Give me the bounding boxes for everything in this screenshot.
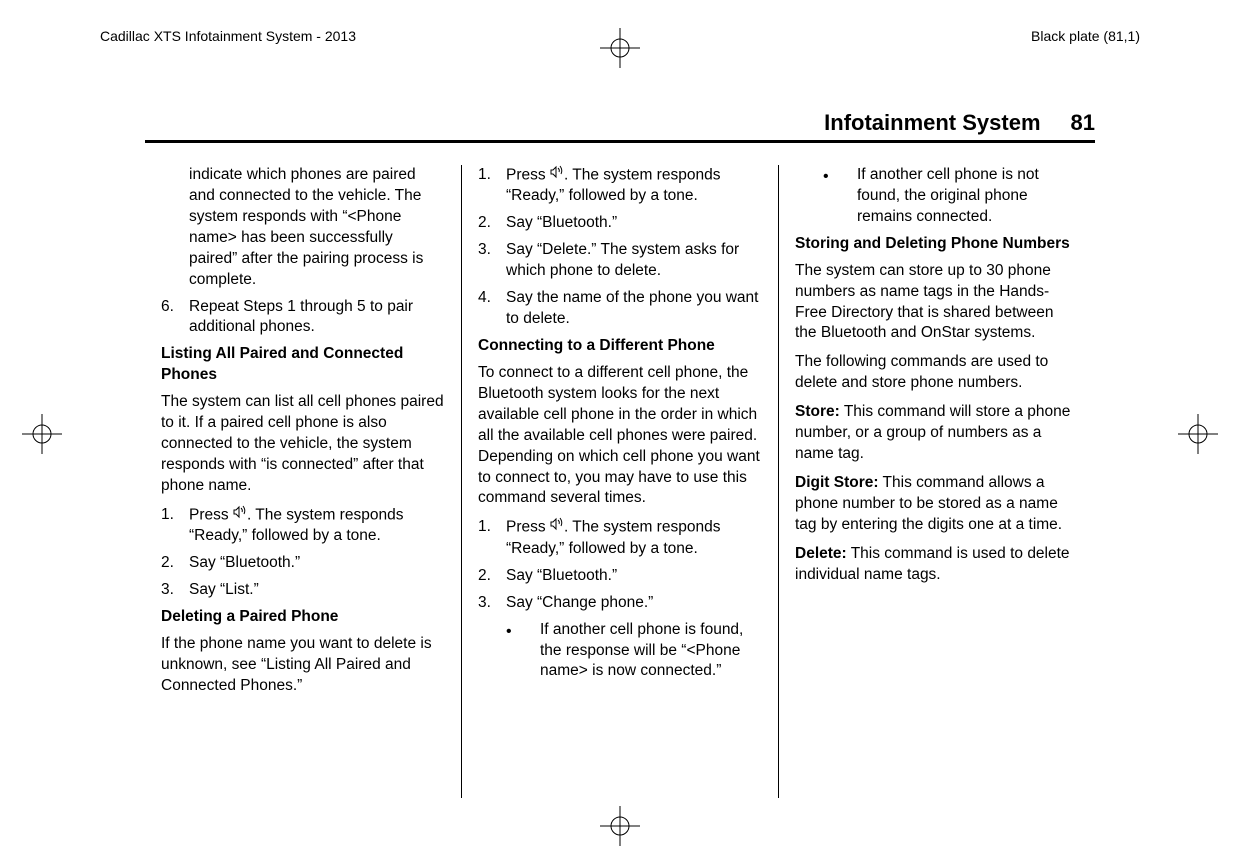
list-item: 3. Say “List.” [161, 580, 445, 601]
body-text: If another cell phone is not found, the … [857, 165, 1079, 228]
body-text: If another cell phone is found, the resp… [540, 620, 762, 683]
body-text: Press . The system responds “Ready,” fol… [506, 517, 762, 559]
voice-icon [550, 517, 564, 538]
body-text: Say “Bluetooth.” [189, 553, 445, 574]
step-number: 1. [161, 505, 189, 547]
subheading: Listing All Paired and Connected Phones [161, 344, 445, 386]
body-text: Press . The system responds “Ready,” fol… [189, 505, 445, 547]
definition: Delete: This command is used to delete i… [795, 544, 1079, 586]
plate-info: Black plate (81,1) [1031, 28, 1140, 44]
bullet-icon: • [823, 165, 857, 228]
page-number: 81 [1071, 110, 1095, 136]
body-text: Press . The system responds “Ready,” fol… [506, 165, 762, 207]
body-text: Say “Bluetooth.” [506, 566, 762, 587]
column-3: • If another cell phone is not found, th… [778, 165, 1095, 798]
step-number: 6. [161, 297, 189, 339]
list-item: 6. Repeat Steps 1 through 5 to pair addi… [161, 297, 445, 339]
step-number: 4. [478, 288, 506, 330]
body-text: To connect to a different cell phone, th… [478, 363, 762, 509]
body-text: Repeat Steps 1 through 5 to pair additio… [189, 297, 445, 339]
registration-mark-bottom [600, 806, 640, 846]
list-item: indicate which phones are paired and con… [161, 165, 445, 291]
page-header: Cadillac XTS Infotainment System - 2013 … [0, 28, 1240, 44]
list-item: 2. Say “Bluetooth.” [161, 553, 445, 574]
step-number: 3. [478, 593, 506, 614]
step-number: 2. [161, 553, 189, 574]
doc-title: Cadillac XTS Infotainment System - 2013 [100, 28, 356, 44]
column-1: indicate which phones are paired and con… [145, 165, 461, 798]
body-text: The system can list all cell phones pair… [161, 392, 445, 497]
list-item: 1. Press . The system responds “Ready,” … [478, 165, 762, 207]
page-title-row: Infotainment System 81 [824, 110, 1095, 136]
registration-mark-left [22, 414, 62, 454]
body-text: Say “Delete.” The system asks for which … [506, 240, 762, 282]
step-number: 3. [161, 580, 189, 601]
list-item: 4. Say the name of the phone you want to… [478, 288, 762, 330]
body-text: If the phone name you want to delete is … [161, 634, 445, 697]
body-text: Say “Change phone.” [506, 593, 762, 614]
bullet-icon: • [506, 620, 540, 683]
def-term: Delete: [795, 545, 847, 562]
title-rule [145, 140, 1095, 143]
body-text: Say the name of the phone you want to de… [506, 288, 762, 330]
body-text: The system can store up to 30 phone numb… [795, 261, 1079, 345]
step-number: 3. [478, 240, 506, 282]
step-number: 1. [478, 165, 506, 207]
subheading: Deleting a Paired Phone [161, 607, 445, 628]
subheading: Connecting to a Different Phone [478, 336, 762, 357]
step-number: 1. [478, 517, 506, 559]
body-text: Say “List.” [189, 580, 445, 601]
bullet-item: • If another cell phone is not found, th… [795, 165, 1079, 228]
list-item: 1. Press . The system responds “Ready,” … [478, 517, 762, 559]
def-term: Store: [795, 403, 840, 420]
body-text: The following commands are used to delet… [795, 352, 1079, 394]
subheading: Storing and Deleting Phone Numbers [795, 234, 1079, 255]
list-item: 3. Say “Delete.” The system asks for whi… [478, 240, 762, 282]
voice-icon [550, 165, 564, 186]
list-item: 2. Say “Bluetooth.” [478, 566, 762, 587]
body-text: Say “Bluetooth.” [506, 213, 762, 234]
list-item: 3. Say “Change phone.” [478, 593, 762, 614]
def-term: Digit Store: [795, 474, 879, 491]
content-columns: indicate which phones are paired and con… [145, 165, 1095, 798]
voice-icon [233, 505, 247, 526]
body-text: indicate which phones are paired and con… [189, 165, 445, 291]
column-2: 1. Press . The system responds “Ready,” … [461, 165, 778, 798]
step-number: 2. [478, 566, 506, 587]
definition: Digit Store: This command allows a phone… [795, 473, 1079, 536]
registration-mark-right [1178, 414, 1218, 454]
step-number: 2. [478, 213, 506, 234]
bullet-item: • If another cell phone is found, the re… [478, 620, 762, 683]
list-item: 1. Press . The system responds “Ready,” … [161, 505, 445, 547]
definition: Store: This command will store a phone n… [795, 402, 1079, 465]
section-title: Infotainment System [824, 110, 1040, 136]
list-item: 2. Say “Bluetooth.” [478, 213, 762, 234]
